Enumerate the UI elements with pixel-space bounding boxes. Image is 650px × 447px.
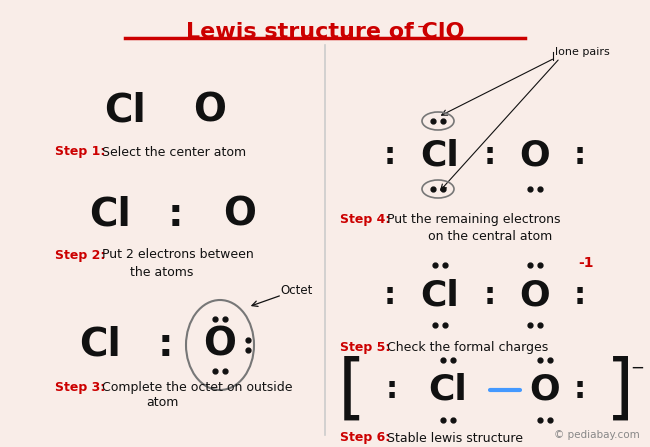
Text: O: O (519, 138, 551, 172)
Text: :: : (574, 375, 586, 405)
Text: :: : (574, 140, 586, 169)
Text: Select the center atom: Select the center atom (102, 146, 246, 159)
Text: O: O (519, 278, 551, 312)
Text: -1: -1 (578, 256, 593, 270)
Text: Lewis structure of ClO: Lewis structure of ClO (186, 22, 464, 42)
Text: ⁻: ⁻ (417, 22, 426, 40)
Text: ]: ] (606, 355, 634, 425)
Text: Cl: Cl (421, 278, 460, 312)
Text: Cl: Cl (79, 326, 121, 364)
Text: Step 1:: Step 1: (55, 146, 105, 159)
Text: Check the formal charges: Check the formal charges (387, 341, 548, 354)
Text: −: − (630, 359, 644, 377)
Text: Put 2 electrons between: Put 2 electrons between (102, 249, 254, 261)
Text: © pediabay.com: © pediabay.com (554, 430, 640, 440)
Text: Step 2:: Step 2: (55, 249, 105, 261)
Text: :: : (574, 281, 586, 309)
Text: [: [ (338, 355, 366, 425)
Text: O: O (203, 326, 237, 364)
Text: Step 5:: Step 5: (340, 341, 391, 354)
Text: Complete the octet on outside: Complete the octet on outside (102, 380, 292, 393)
Text: :: : (484, 281, 496, 309)
Text: :: : (484, 140, 496, 169)
Text: Step 3:: Step 3: (55, 380, 105, 393)
Text: O: O (530, 373, 560, 407)
Text: lone pairs: lone pairs (555, 47, 610, 57)
Text: Step 6:: Step 6: (340, 431, 390, 444)
Text: :: : (167, 196, 183, 234)
Text: Cl: Cl (89, 196, 131, 234)
Text: Stable lewis structure: Stable lewis structure (387, 431, 523, 444)
Text: on the central atom: on the central atom (428, 231, 552, 244)
Text: Octet: Octet (280, 283, 313, 296)
Text: Put the remaining electrons: Put the remaining electrons (387, 214, 560, 227)
Text: :: : (386, 375, 398, 405)
Text: :: : (384, 140, 396, 169)
Text: :: : (157, 326, 173, 364)
Text: the atoms: the atoms (130, 266, 194, 278)
Text: Cl: Cl (421, 138, 460, 172)
Text: :: : (384, 281, 396, 309)
Text: Cl: Cl (104, 91, 146, 129)
Text: Step 4:: Step 4: (340, 214, 391, 227)
Text: O: O (224, 196, 257, 234)
Text: Cl: Cl (428, 373, 467, 407)
Text: atom: atom (146, 396, 178, 409)
Text: O: O (194, 91, 226, 129)
